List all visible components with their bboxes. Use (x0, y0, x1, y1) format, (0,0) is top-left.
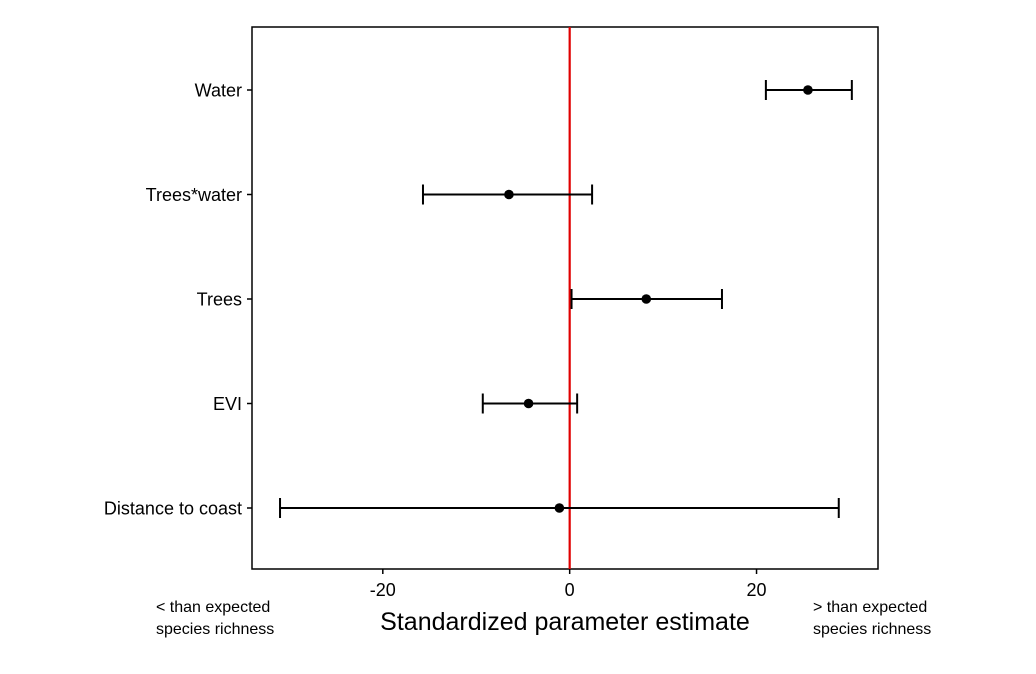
estimate-point-4 (554, 503, 565, 513)
estimate-point-1 (504, 189, 514, 200)
right-annotation: > than expected species richness (813, 597, 931, 641)
x-axis-title: Standardized parameter estimate (380, 608, 750, 636)
plot-panel (251, 26, 879, 570)
estimate-point-3 (523, 398, 534, 409)
x-tick-label: 20 (747, 580, 767, 600)
x-tick-label: 0 (565, 580, 575, 600)
estimate-point-0 (803, 85, 813, 95)
right-annotation-line-1: > than expected (813, 599, 928, 616)
y-tick-label: Trees (197, 290, 242, 310)
estimate-point-2 (641, 294, 652, 304)
y-tick-label: Distance to coast (104, 499, 242, 519)
y-tick-label: EVI (213, 394, 242, 414)
right-annotation-line-2: species richness (813, 621, 932, 638)
left-annotation-line-2: species richness (156, 621, 275, 638)
left-annotation-line-1: < than expected (156, 599, 271, 616)
y-tick-label: Trees*water (146, 185, 242, 205)
left-annotation: < than expected species richness (156, 597, 274, 641)
x-tick-label: -20 (370, 580, 396, 600)
y-tick-label: Water (195, 81, 242, 101)
